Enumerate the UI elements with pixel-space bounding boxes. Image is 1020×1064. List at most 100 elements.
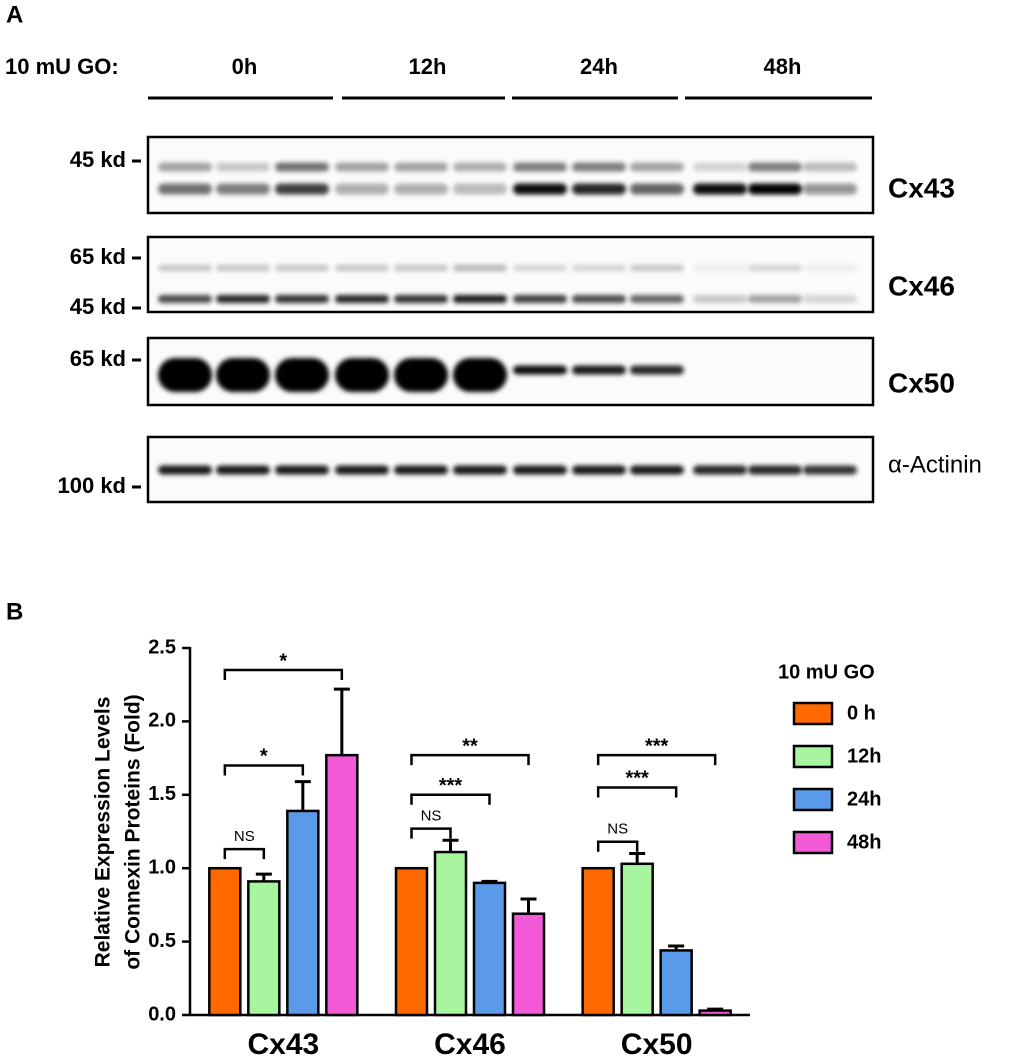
band <box>158 295 212 303</box>
band <box>572 183 626 195</box>
significance-label: * <box>260 746 268 768</box>
bar <box>472 881 507 1017</box>
band <box>453 183 507 195</box>
significance-bracket <box>223 668 344 681</box>
band <box>513 465 567 475</box>
band <box>275 162 329 172</box>
band <box>630 264 684 272</box>
significance-bracket <box>410 793 491 805</box>
y-tick-label: 0.5 <box>148 930 176 952</box>
band <box>748 183 802 195</box>
bar <box>325 753 359 1017</box>
band <box>275 465 329 475</box>
band <box>394 264 448 272</box>
band <box>693 183 747 195</box>
bar <box>581 866 615 1017</box>
band <box>453 162 507 172</box>
band <box>572 365 626 375</box>
band <box>453 465 507 475</box>
band <box>275 264 329 272</box>
band <box>630 465 684 475</box>
y-tick-label: 2.0 <box>148 710 176 732</box>
band <box>748 465 802 475</box>
error-bar <box>333 687 350 756</box>
error-bar <box>520 897 537 914</box>
error-bar <box>294 780 311 811</box>
bar <box>511 912 546 1017</box>
band <box>572 465 626 475</box>
band <box>394 465 448 475</box>
significance-bracket <box>223 847 266 860</box>
band <box>748 162 802 172</box>
significance-bracket <box>410 827 452 839</box>
significance-label: *** <box>645 735 669 757</box>
legend-swatch <box>792 830 834 855</box>
timepoint-label: 24h <box>580 54 618 79</box>
band <box>335 358 389 392</box>
band <box>275 295 329 303</box>
blot-box <box>146 135 875 215</box>
bar <box>698 1009 732 1017</box>
blot-label: Cx43 <box>888 172 955 203</box>
band <box>216 183 270 195</box>
band <box>453 264 507 272</box>
band <box>216 264 270 272</box>
bar <box>620 862 654 1017</box>
band <box>630 183 684 195</box>
legend-label: 24h <box>847 788 881 810</box>
blot-label: α-Actinin <box>888 451 982 478</box>
significance-bracket <box>596 840 639 852</box>
band <box>158 358 212 392</box>
band <box>513 183 567 195</box>
error-bar <box>629 852 646 864</box>
band <box>158 264 212 272</box>
band <box>335 465 389 475</box>
y-axis-label: of Connexin Proteins (Fold) <box>122 694 145 969</box>
bar <box>286 809 320 1017</box>
y-axis-label: Relative Expression Levels <box>92 697 115 968</box>
bar <box>247 880 281 1017</box>
band <box>572 295 626 303</box>
band <box>748 264 802 272</box>
band <box>630 365 684 375</box>
band <box>216 358 270 392</box>
band <box>513 162 567 172</box>
y-tick-label: 2.5 <box>148 636 176 658</box>
significance-bracket <box>596 753 717 766</box>
significance-label: ** <box>462 735 478 757</box>
band <box>630 295 684 303</box>
significance-label: NS <box>234 828 255 845</box>
band <box>693 162 747 172</box>
band <box>158 465 212 475</box>
blot-label: Cx50 <box>888 367 955 398</box>
legend-swatch <box>792 787 834 812</box>
band <box>335 264 389 272</box>
band <box>803 264 857 272</box>
band <box>216 465 270 475</box>
legend-swatch <box>792 701 834 726</box>
marker-label: 65 kd <box>70 346 126 371</box>
bar <box>659 949 693 1017</box>
significance-label: *** <box>439 775 463 797</box>
panel-label: A <box>6 1 23 28</box>
band <box>335 183 389 195</box>
band <box>693 465 747 475</box>
bar <box>394 866 429 1017</box>
band <box>693 295 747 303</box>
significance-label: NS <box>421 808 442 825</box>
timepoint-label: 12h <box>409 54 447 79</box>
band <box>513 264 567 272</box>
band <box>335 295 389 303</box>
y-tick-label: 0.0 <box>148 1003 176 1025</box>
significance-bracket <box>223 764 305 776</box>
significance-label: NS <box>607 821 628 838</box>
band <box>572 162 626 172</box>
band <box>513 295 567 303</box>
band <box>453 295 507 303</box>
x-tick-label: Cx50 <box>621 1028 693 1061</box>
significance-bracket <box>596 786 678 798</box>
y-tick-label: 1.5 <box>148 783 176 805</box>
legend-title: 10 mU GO <box>778 661 875 683</box>
significance-label: *** <box>625 768 649 790</box>
bar <box>433 850 468 1017</box>
